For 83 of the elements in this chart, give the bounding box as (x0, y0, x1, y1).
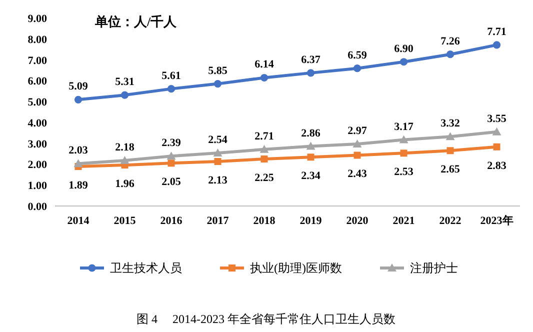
data-label: 7.71 (487, 26, 506, 38)
data-label: 6.14 (254, 58, 274, 71)
point (400, 58, 408, 66)
data-label: 5.09 (68, 80, 88, 93)
point (446, 132, 455, 140)
data-label: 2.34 (301, 170, 321, 182)
point (214, 158, 222, 166)
legend-label: 卫生技术人员 (110, 261, 182, 275)
point (492, 41, 501, 49)
point (260, 144, 269, 153)
data-label: 3.55 (487, 112, 507, 125)
point (493, 143, 500, 150)
data-label: 2.25 (254, 172, 274, 184)
x-tick-label: 2022 (439, 215, 462, 227)
y-tick-label: 6.00 (28, 76, 48, 88)
caption: 图 4 2014-2023 年全省每千常住人口卫生人员数 (136, 312, 396, 326)
data-label: 2.05 (162, 176, 182, 188)
point (492, 127, 502, 136)
point (168, 160, 175, 167)
x-tick-label: 2014 (67, 215, 90, 227)
x-tick-label: 2018 (253, 215, 276, 227)
data-label: 2.83 (487, 160, 507, 172)
y-tick-label: 4.00 (28, 117, 48, 130)
point (306, 69, 315, 77)
data-label: 2.13 (208, 174, 228, 187)
data-label: 5.85 (208, 64, 228, 77)
point (306, 142, 316, 150)
point (214, 80, 222, 88)
data-label: 2.65 (440, 164, 460, 176)
x-tick-label: 2020 (346, 215, 369, 227)
point (354, 152, 361, 159)
x-tick-label: 2017 (206, 215, 230, 227)
point (166, 152, 176, 160)
x-tick-label: 2019 (300, 215, 322, 227)
data-label: 5.61 (162, 70, 181, 82)
y-tick-label: 5.00 (28, 96, 48, 109)
y-tick-label: 7.00 (28, 54, 48, 67)
point (213, 148, 222, 156)
y-tick-label: 2.00 (28, 159, 48, 172)
point (167, 85, 176, 93)
annotation: 单位：人/千人 (94, 14, 178, 29)
legend-label: 注册护士 (410, 261, 458, 275)
data-label: 2.43 (348, 168, 368, 180)
y-tick-label: 0.00 (28, 201, 48, 213)
data-label: 5.31 (115, 76, 134, 88)
y-tick-label: 8.00 (28, 34, 48, 46)
point (446, 147, 454, 154)
legend-label: 执业(助理)医师数 (250, 261, 342, 275)
data-label: 6.59 (348, 49, 368, 62)
data-label: 2.03 (68, 144, 88, 157)
point (74, 159, 83, 168)
point (400, 150, 408, 157)
point (260, 156, 268, 162)
data-label: 6.37 (301, 54, 321, 66)
data-label: 1.96 (115, 178, 135, 190)
x-tick-label: 2021 (392, 215, 415, 227)
point (120, 156, 130, 164)
y-tick-label: 9.00 (28, 13, 48, 25)
x-tick-label: 2016 (160, 215, 183, 227)
data-label: 2.39 (162, 137, 182, 150)
data-label: 2.18 (115, 141, 135, 154)
point (352, 139, 362, 148)
data-label: 2.97 (348, 124, 368, 137)
point (307, 154, 314, 161)
point (399, 135, 408, 144)
data-label: 2.86 (301, 127, 321, 140)
point (353, 64, 362, 72)
data-label: 3.32 (440, 118, 460, 130)
y-tick-label: 1.00 (28, 180, 48, 192)
data-label: 6.90 (394, 42, 414, 55)
y-tick-label: 3.00 (28, 138, 48, 150)
data-label: 3.17 (394, 120, 414, 133)
point (120, 91, 129, 99)
point (74, 96, 82, 104)
x-tick-label: 2015 (114, 215, 136, 227)
data-label: 2.54 (208, 134, 228, 146)
point (446, 50, 454, 58)
x-tick-label: 2023年 (480, 214, 514, 227)
data-label: 2.53 (394, 166, 414, 178)
data-label: 2.71 (254, 130, 274, 142)
data-label: 7.26 (440, 35, 460, 48)
point (260, 74, 268, 82)
data-label: 1.89 (68, 180, 88, 192)
